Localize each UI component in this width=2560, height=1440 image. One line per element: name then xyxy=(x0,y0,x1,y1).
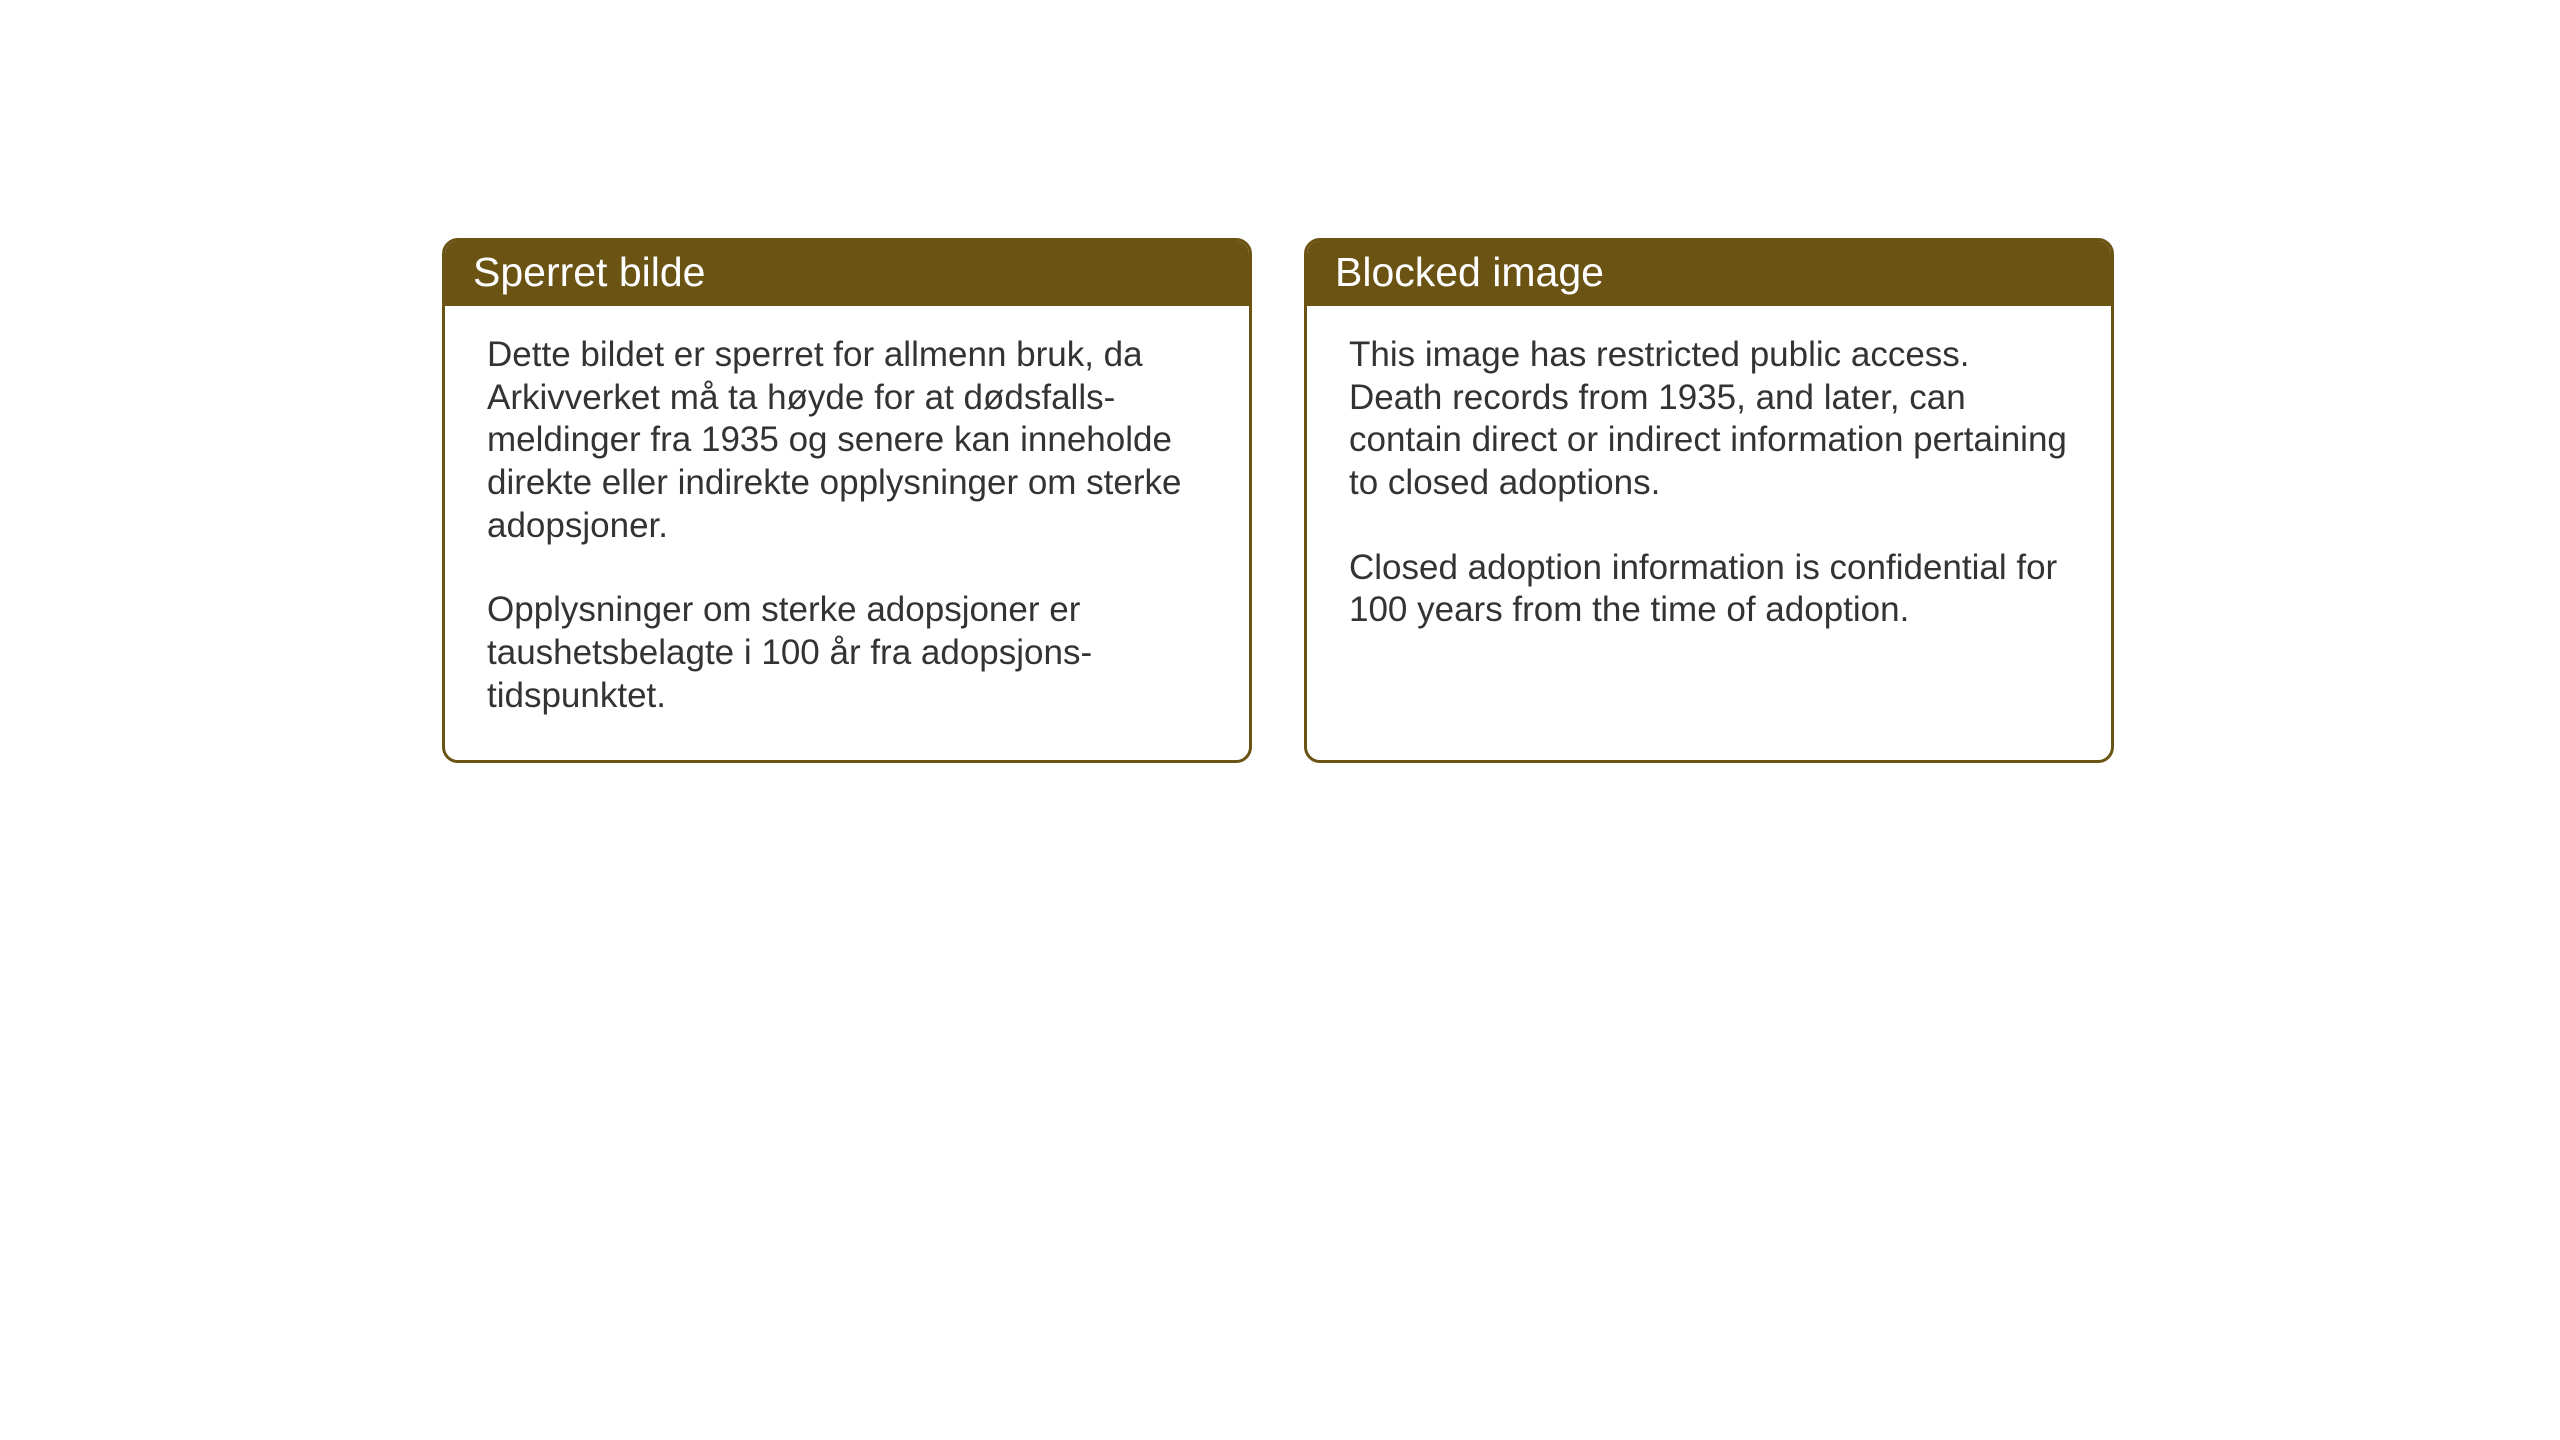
info-box-english: Blocked image This image has restricted … xyxy=(1304,238,2114,763)
info-box-body: Dette bildet er sperret for allmenn bruk… xyxy=(445,306,1249,760)
info-paragraph: This image has restricted public access.… xyxy=(1349,334,2069,505)
info-boxes-container: Sperret bilde Dette bildet er sperret fo… xyxy=(442,238,2114,763)
info-box-title: Sperret bilde xyxy=(445,241,1249,306)
info-box-body: This image has restricted public access.… xyxy=(1307,306,2111,674)
info-paragraph: Opplysninger om sterke adopsjoner er tau… xyxy=(487,589,1207,717)
info-box-title: Blocked image xyxy=(1307,241,2111,306)
info-paragraph: Closed adoption information is confident… xyxy=(1349,547,2069,632)
info-box-norwegian: Sperret bilde Dette bildet er sperret fo… xyxy=(442,238,1252,763)
info-paragraph: Dette bildet er sperret for allmenn bruk… xyxy=(487,334,1207,547)
